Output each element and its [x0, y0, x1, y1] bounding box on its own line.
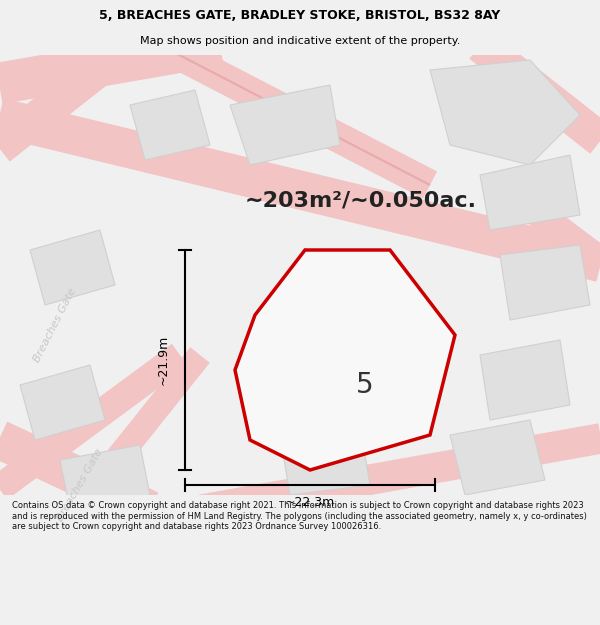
Text: 5, BREACHES GATE, BRADLEY STOKE, BRISTOL, BS32 8AY: 5, BREACHES GATE, BRADLEY STOKE, BRISTOL… [100, 9, 500, 22]
Polygon shape [230, 85, 340, 165]
Text: Contains OS data © Crown copyright and database right 2021. This information is : Contains OS data © Crown copyright and d… [12, 501, 587, 531]
Text: Breaches Gate: Breaches Gate [32, 286, 78, 364]
Polygon shape [60, 445, 150, 510]
Polygon shape [130, 90, 210, 160]
Text: Breaches Gate: Breaches Gate [55, 447, 105, 523]
Polygon shape [235, 250, 455, 470]
Text: 5: 5 [356, 371, 374, 399]
Polygon shape [480, 340, 570, 420]
Polygon shape [280, 425, 370, 495]
Polygon shape [450, 420, 545, 495]
Text: ~22.3m: ~22.3m [285, 496, 335, 509]
Polygon shape [480, 155, 580, 230]
Polygon shape [300, 320, 390, 405]
Text: Breaches Gate: Breaches Gate [299, 248, 380, 282]
Polygon shape [30, 230, 115, 305]
Polygon shape [20, 365, 105, 440]
Text: Map shows position and indicative extent of the property.: Map shows position and indicative extent… [140, 36, 460, 46]
Polygon shape [500, 245, 590, 320]
Text: ~21.9m: ~21.9m [157, 335, 170, 385]
Polygon shape [430, 60, 580, 165]
Text: ~203m²/~0.050ac.: ~203m²/~0.050ac. [245, 190, 477, 210]
